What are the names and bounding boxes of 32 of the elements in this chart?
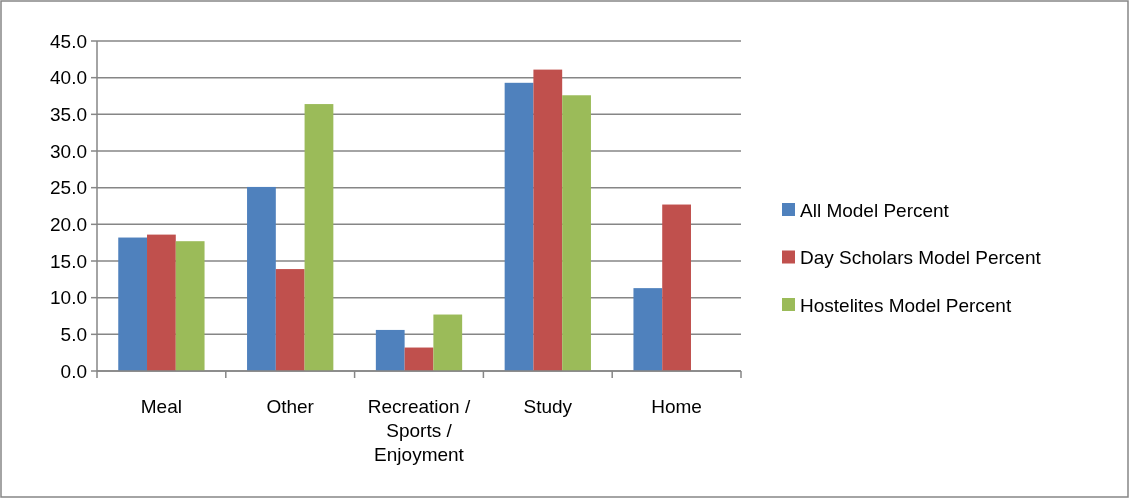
y-tick-label: 20.0 xyxy=(50,213,87,235)
x-tick-label: Home xyxy=(651,396,702,417)
legend-label: Hostelites Model Percent xyxy=(800,294,1012,316)
y-tick-label: 10.0 xyxy=(50,287,87,309)
bar xyxy=(404,347,434,371)
bar xyxy=(147,234,176,371)
y-tick-label: 40.0 xyxy=(50,67,87,89)
bar xyxy=(633,288,663,371)
bar xyxy=(662,204,691,371)
bar xyxy=(504,82,534,371)
bar xyxy=(275,269,305,371)
y-tick-label: 35.0 xyxy=(50,103,87,125)
x-tick-label: Study xyxy=(523,396,573,417)
bar xyxy=(304,104,334,371)
x-tick-label: Recreation / Sports / Enjoyment xyxy=(367,396,471,465)
bar xyxy=(375,329,405,371)
x-tick-label: Other xyxy=(266,396,315,417)
y-tick-label: 0.0 xyxy=(60,360,87,382)
y-tick-label: 30.0 xyxy=(50,140,87,162)
bar xyxy=(175,241,205,371)
y-tick-label: 25.0 xyxy=(50,177,87,199)
y-tick-label: 15.0 xyxy=(50,250,87,272)
bar xyxy=(247,186,276,371)
bar xyxy=(118,237,148,371)
x-tick-label: Meal xyxy=(140,396,182,417)
bar xyxy=(533,69,563,371)
legend-label: All Model Percent xyxy=(800,199,950,221)
bar xyxy=(433,314,463,371)
y-tick-label: 45.0 xyxy=(50,30,87,52)
legend-label: Day Scholars Model Percent xyxy=(800,247,1042,269)
bar xyxy=(562,95,591,371)
y-tick-label: 5.0 xyxy=(60,323,87,345)
